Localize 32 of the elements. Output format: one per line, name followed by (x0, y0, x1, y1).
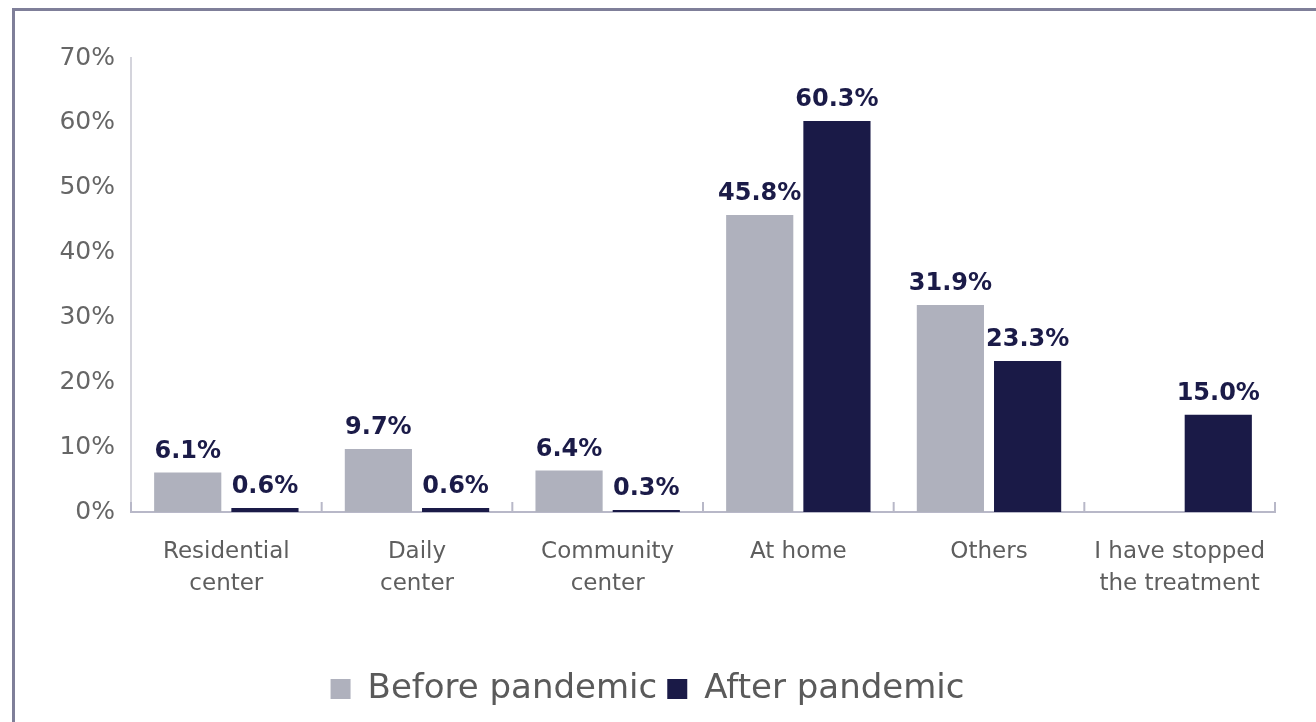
x-tick-label: At home (749, 536, 847, 563)
bar (994, 360, 1062, 512)
bar (803, 120, 871, 512)
data-label: 31.9% (908, 268, 993, 297)
data-label: 0.6% (422, 471, 489, 500)
y-tick-label: 60% (59, 106, 115, 136)
data-label: 0.6% (231, 471, 299, 500)
y-tick-label: 0% (75, 495, 115, 525)
y-tick-label: 50% (59, 171, 115, 201)
y-tick-label: 70% (59, 41, 115, 71)
y-tick-label: 10% (59, 430, 115, 460)
legend-label: After pandemic (704, 665, 965, 706)
data-label: 15.0% (1176, 377, 1260, 406)
bar (231, 508, 299, 512)
x-tick-label: I have stopped the treatment (1094, 536, 1266, 595)
data-label: 9.7% (345, 412, 412, 441)
x-tick-label: Others (950, 536, 1028, 563)
data-label: 6.4% (535, 433, 603, 462)
y-tick-label: 30% (59, 300, 115, 330)
data-label: 60.3% (795, 84, 879, 113)
data-label: 0.3% (613, 473, 680, 502)
data-label: 45.8% (718, 178, 802, 207)
y-tick-label: 20% (59, 365, 115, 395)
data-label: 23.3% (985, 324, 1070, 353)
y-tick-label: 40% (59, 236, 115, 266)
legend-label: Before pandemic (367, 665, 658, 706)
x-tick-label: Residential center (162, 536, 290, 595)
x-tick-label: Community center (541, 536, 675, 595)
bar (422, 508, 490, 512)
data-label: 6.1% (154, 435, 221, 464)
x-tick-label: Daily center (380, 536, 455, 595)
bar (1184, 414, 1252, 512)
